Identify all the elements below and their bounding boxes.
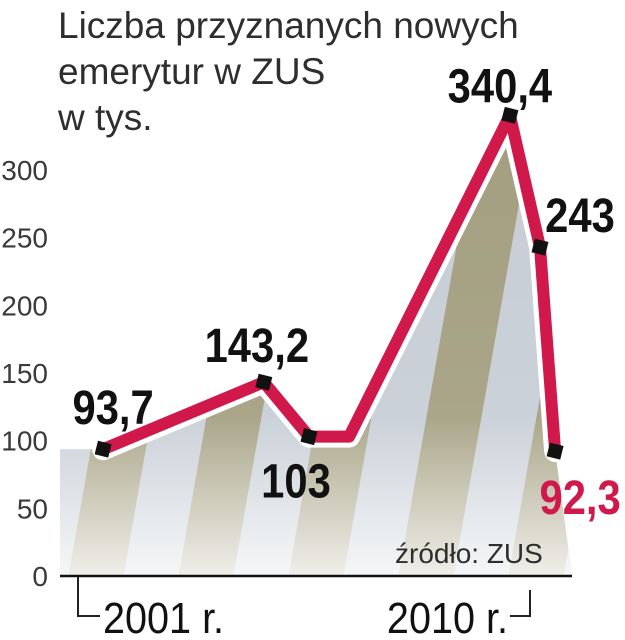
data-label: 93,7	[72, 380, 153, 434]
y-tick-label: 300	[1, 155, 48, 186]
x-axis-ticks: 2001 r. 2010 r.	[77, 577, 531, 640]
x-tick-label: 2001 r.	[103, 593, 224, 640]
data-label: 340,4	[448, 59, 552, 113]
x-tick-label: 2010 r.	[387, 593, 508, 640]
x-tick-bracket	[77, 577, 100, 617]
chart-title-line: emerytur w ZUS	[58, 51, 325, 92]
chart-title-line: w tys.	[57, 97, 153, 138]
y-tick-label: 100	[1, 426, 48, 457]
data-point-marker	[300, 428, 318, 446]
y-tick-label: 250	[1, 223, 48, 254]
data-label: 92,3	[539, 470, 620, 524]
data-point-marker	[546, 442, 564, 460]
data-point-marker	[94, 440, 112, 458]
data-label: 103	[261, 454, 331, 508]
chart-title: Liczba przyznanych nowych emerytur w ZUS…	[57, 5, 519, 138]
area-fade-overlay	[60, 115, 572, 577]
source-note: źródło: ZUS	[395, 538, 543, 569]
y-tick-label: 200	[1, 290, 48, 321]
y-tick-label: 150	[1, 358, 48, 389]
data-label: 143,2	[205, 318, 309, 372]
chart-title-line: Liczba przyznanych nowych	[58, 5, 519, 46]
series-group	[92, 104, 567, 463]
y-axis-tick-labels: 0 50 100 150 200 250 300	[1, 155, 48, 592]
y-tick-label: 50	[17, 493, 48, 524]
data-labels-group: 93,7 143,2 103 340,4 243 92,3	[72, 59, 620, 525]
data-point-marker	[531, 238, 549, 256]
x-tick-bracket	[510, 590, 531, 617]
data-point-marker	[501, 106, 519, 124]
y-tick-label: 0	[32, 561, 48, 592]
data-label: 243	[545, 188, 615, 242]
data-point-marker	[255, 373, 273, 391]
area-fill-group	[60, 115, 572, 577]
